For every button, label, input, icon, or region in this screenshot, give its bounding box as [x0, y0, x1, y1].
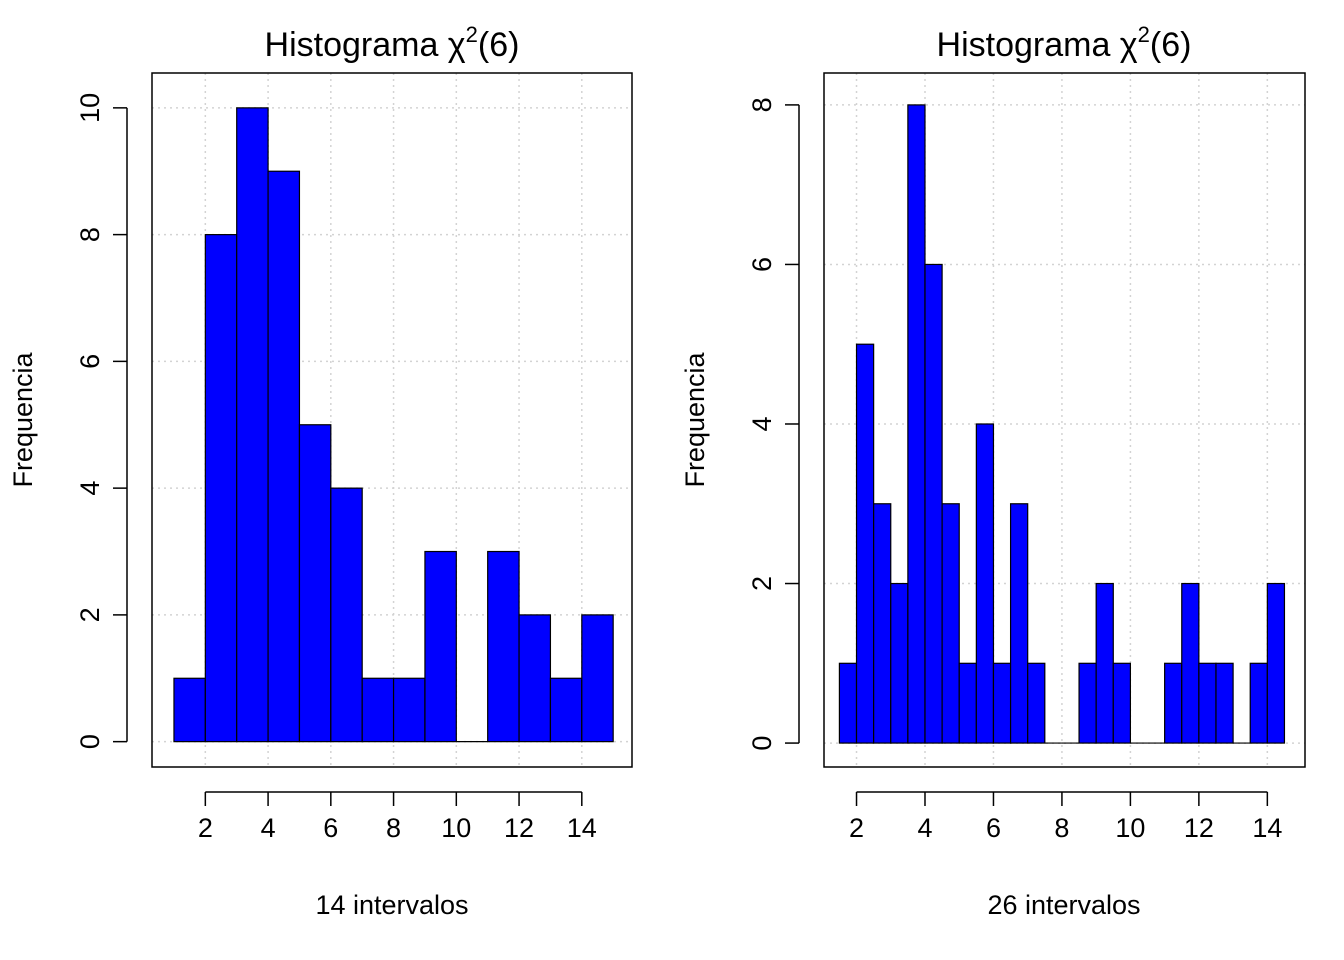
x-tick-label: 14	[1252, 813, 1282, 843]
y-axis: 0 2 4 6 8 10	[75, 93, 128, 749]
histogram-bar	[361, 677, 395, 743]
histogram-bar	[975, 423, 995, 744]
plot-frame	[823, 72, 1306, 768]
histogram-bar	[298, 424, 332, 743]
histogram-bar	[907, 104, 926, 744]
histogram-bar	[1249, 662, 1268, 744]
y-tick-label: 0	[75, 734, 105, 749]
histogram-bar	[1027, 662, 1046, 744]
x-axis: 2 4 6 8 10 12 14	[198, 791, 597, 843]
y-tick-label: 10	[75, 93, 105, 123]
x-tick-label: 12	[1184, 813, 1214, 843]
histogram-bar	[873, 503, 892, 744]
histogram-bar	[581, 614, 614, 743]
histogram-bar	[838, 662, 858, 744]
x-tick-label: 2	[198, 813, 213, 843]
x-tick-label: 4	[261, 813, 276, 843]
x-tick-label: 2	[849, 813, 864, 843]
histogram-bar	[173, 677, 206, 743]
y-axis-label: Frequencia	[680, 351, 710, 487]
y-tick-label: 6	[75, 354, 105, 369]
histogram-bar	[1009, 503, 1029, 744]
y-tick-label: 0	[747, 736, 777, 751]
histogram-bar	[1198, 662, 1217, 744]
histogram-bar	[855, 343, 875, 744]
histogram-bar	[424, 550, 457, 743]
histogram-bar	[487, 550, 520, 743]
chart-title: Histograma χ2(6)	[937, 22, 1192, 64]
x-axis-label: 26 intervalos	[987, 890, 1140, 920]
x-tick-label: 10	[441, 813, 471, 843]
histogram-bar	[392, 677, 426, 743]
histogram-bar	[890, 582, 909, 744]
bars	[173, 107, 614, 743]
histogram-bar	[958, 662, 977, 744]
histogram-bar	[1164, 662, 1183, 744]
histogram-bar	[236, 107, 269, 743]
x-tick-label: 6	[986, 813, 1001, 843]
y-tick-label: 2	[747, 576, 777, 591]
x-tick-label: 8	[1054, 813, 1069, 843]
y-axis: 0 2 4 6 8	[747, 97, 800, 751]
histogram-bar	[992, 662, 1012, 744]
x-tick-label: 10	[1115, 813, 1145, 843]
x-tick-label: 8	[386, 813, 401, 843]
x-tick-label: 12	[504, 813, 534, 843]
histogram-bar	[330, 487, 363, 743]
y-tick-label: 2	[75, 607, 105, 622]
histogram-bar	[549, 677, 583, 743]
histogram-bar	[204, 234, 238, 743]
y-tick-label: 4	[75, 481, 105, 496]
bars	[838, 104, 1286, 744]
plot-frame	[151, 72, 633, 768]
histogram-panel-14: Histograma χ2(6) 2 4 6 8 10 12 14 0 2 4 6 8 10 14 i…	[8, 22, 633, 920]
histogram-bar	[924, 263, 943, 744]
histogram-bar	[1266, 582, 1286, 744]
y-axis-label: Frequencia	[8, 351, 38, 487]
x-axis-label: 14 intervalos	[315, 890, 468, 920]
histogram-bar	[1215, 662, 1234, 744]
histogram-panel-26: Histograma χ2(6) 2 4 6 8 10 12 14 0 2 4 6 8 26 int…	[680, 22, 1306, 920]
x-axis: 2 4 6 8 10 12 14	[849, 791, 1282, 843]
y-tick-label: 8	[747, 97, 777, 112]
chart-title: Histograma χ2(6)	[265, 22, 520, 64]
histogram-bar	[518, 614, 552, 743]
histogram-bar	[941, 503, 960, 744]
histogram-bar	[1181, 582, 1200, 744]
x-tick-label: 6	[323, 813, 338, 843]
histogram-bar	[1095, 582, 1114, 744]
x-tick-label: 14	[567, 813, 597, 843]
y-tick-label: 8	[75, 227, 105, 242]
histogram-bar	[1112, 662, 1132, 744]
histogram-bar	[1078, 662, 1097, 744]
x-tick-label: 4	[917, 813, 932, 843]
histogram-bar	[267, 170, 301, 743]
y-tick-label: 4	[747, 416, 777, 431]
y-tick-label: 6	[747, 257, 777, 272]
